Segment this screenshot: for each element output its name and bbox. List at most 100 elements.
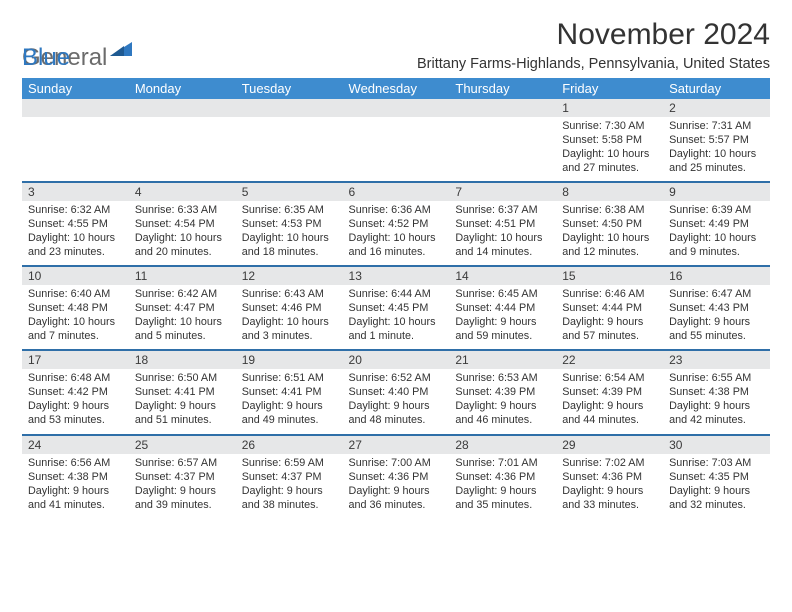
sunset-text: Sunset: 4:39 PM [562,385,657,399]
day-cell: Sunrise: 6:54 AMSunset: 4:39 PMDaylight:… [556,369,663,434]
day-number [449,99,556,117]
calendar-body: 12Sunrise: 7:30 AMSunset: 5:58 PMDayligh… [22,99,770,518]
day-cell: Sunrise: 7:30 AMSunset: 5:58 PMDaylight:… [556,117,663,182]
day-number: 13 [343,267,450,285]
day-number [343,99,450,117]
sunset-text: Sunset: 4:50 PM [562,217,657,231]
daylight-text: Daylight: 10 hours and 23 minutes. [28,231,123,259]
daylight-text: Daylight: 9 hours and 57 minutes. [562,315,657,343]
day-number-row: 24252627282930 [22,436,770,454]
day-cell: Sunrise: 6:46 AMSunset: 4:44 PMDaylight:… [556,285,663,350]
sunset-text: Sunset: 4:53 PM [242,217,337,231]
day-cell: Sunrise: 6:48 AMSunset: 4:42 PMDaylight:… [22,369,129,434]
sunset-text: Sunset: 4:49 PM [669,217,764,231]
day-cell: Sunrise: 6:50 AMSunset: 4:41 PMDaylight:… [129,369,236,434]
sunrise-text: Sunrise: 6:46 AM [562,287,657,301]
sunrise-text: Sunrise: 7:01 AM [455,456,550,470]
day-cell: Sunrise: 6:38 AMSunset: 4:50 PMDaylight:… [556,201,663,266]
month-title: November 2024 [417,18,770,52]
daylight-text: Daylight: 9 hours and 42 minutes. [669,399,764,427]
sunset-text: Sunset: 4:45 PM [349,301,444,315]
day-cell: Sunrise: 6:45 AMSunset: 4:44 PMDaylight:… [449,285,556,350]
daylight-text: Daylight: 9 hours and 32 minutes. [669,484,764,512]
day-cell: Sunrise: 7:01 AMSunset: 4:36 PMDaylight:… [449,454,556,518]
day-number: 22 [556,351,663,369]
day-number: 4 [129,183,236,201]
day-number [22,99,129,117]
day-cell: Sunrise: 6:52 AMSunset: 4:40 PMDaylight:… [343,369,450,434]
day-number: 1 [556,99,663,117]
day-cell: Sunrise: 6:59 AMSunset: 4:37 PMDaylight:… [236,454,343,518]
day-of-week-row: Sunday Monday Tuesday Wednesday Thursday… [22,78,770,99]
daylight-text: Daylight: 10 hours and 12 minutes. [562,231,657,259]
sunset-text: Sunset: 4:37 PM [242,470,337,484]
day-number: 2 [663,99,770,117]
week-body-row: Sunrise: 6:40 AMSunset: 4:48 PMDaylight:… [22,285,770,350]
day-number: 6 [343,183,450,201]
daylight-text: Daylight: 9 hours and 46 minutes. [455,399,550,427]
day-number-row: 12 [22,99,770,117]
dow-header: Monday [129,78,236,99]
calendar-table: Sunday Monday Tuesday Wednesday Thursday… [22,78,770,518]
sunset-text: Sunset: 4:44 PM [455,301,550,315]
day-number: 26 [236,436,343,454]
day-number: 19 [236,351,343,369]
daylight-text: Daylight: 10 hours and 1 minute. [349,315,444,343]
sunrise-text: Sunrise: 6:40 AM [28,287,123,301]
brand-text-2: Blue [22,44,70,71]
daylight-text: Daylight: 9 hours and 48 minutes. [349,399,444,427]
day-cell: Sunrise: 6:40 AMSunset: 4:48 PMDaylight:… [22,285,129,350]
daylight-text: Daylight: 10 hours and 18 minutes. [242,231,337,259]
day-cell: Sunrise: 6:55 AMSunset: 4:38 PMDaylight:… [663,369,770,434]
sunset-text: Sunset: 4:36 PM [349,470,444,484]
daylight-text: Daylight: 9 hours and 38 minutes. [242,484,337,512]
sunset-text: Sunset: 4:40 PM [349,385,444,399]
sunrise-text: Sunrise: 6:43 AM [242,287,337,301]
week-body-row: Sunrise: 6:32 AMSunset: 4:55 PMDaylight:… [22,201,770,266]
dow-header: Saturday [663,78,770,99]
day-cell [22,117,129,182]
day-number: 21 [449,351,556,369]
day-cell: Sunrise: 6:42 AMSunset: 4:47 PMDaylight:… [129,285,236,350]
sunrise-text: Sunrise: 6:38 AM [562,203,657,217]
dow-header: Wednesday [343,78,450,99]
day-number: 11 [129,267,236,285]
location-subtitle: Brittany Farms-Highlands, Pennsylvania, … [417,56,770,72]
sunrise-text: Sunrise: 6:54 AM [562,371,657,385]
daylight-text: Daylight: 9 hours and 35 minutes. [455,484,550,512]
day-cell: Sunrise: 7:02 AMSunset: 4:36 PMDaylight:… [556,454,663,518]
sunset-text: Sunset: 4:54 PM [135,217,230,231]
sunrise-text: Sunrise: 6:52 AM [349,371,444,385]
sunrise-text: Sunrise: 6:36 AM [349,203,444,217]
dow-header: Friday [556,78,663,99]
day-number: 27 [343,436,450,454]
sunset-text: Sunset: 5:57 PM [669,133,764,147]
sunrise-text: Sunrise: 6:32 AM [28,203,123,217]
title-block: November 2024 Brittany Farms-Highlands, … [417,18,770,72]
day-cell: Sunrise: 6:47 AMSunset: 4:43 PMDaylight:… [663,285,770,350]
day-number: 17 [22,351,129,369]
sunset-text: Sunset: 4:35 PM [669,470,764,484]
day-cell [449,117,556,182]
week-body-row: Sunrise: 6:56 AMSunset: 4:38 PMDaylight:… [22,454,770,518]
day-cell [129,117,236,182]
day-cell: Sunrise: 6:33 AMSunset: 4:54 PMDaylight:… [129,201,236,266]
day-number: 16 [663,267,770,285]
sunset-text: Sunset: 4:46 PM [242,301,337,315]
daylight-text: Daylight: 10 hours and 25 minutes. [669,147,764,175]
day-number: 15 [556,267,663,285]
daylight-text: Daylight: 10 hours and 20 minutes. [135,231,230,259]
day-number: 14 [449,267,556,285]
sunset-text: Sunset: 4:43 PM [669,301,764,315]
day-cell: Sunrise: 6:37 AMSunset: 4:51 PMDaylight:… [449,201,556,266]
day-number-row: 17181920212223 [22,351,770,369]
day-cell: Sunrise: 7:03 AMSunset: 4:35 PMDaylight:… [663,454,770,518]
daylight-text: Daylight: 9 hours and 51 minutes. [135,399,230,427]
day-number: 28 [449,436,556,454]
sunrise-text: Sunrise: 6:45 AM [455,287,550,301]
dow-header: Tuesday [236,78,343,99]
calendar-page: General November 2024 Brittany Farms-Hig… [0,0,792,612]
day-cell: Sunrise: 6:36 AMSunset: 4:52 PMDaylight:… [343,201,450,266]
sunrise-text: Sunrise: 6:51 AM [242,371,337,385]
day-number: 18 [129,351,236,369]
